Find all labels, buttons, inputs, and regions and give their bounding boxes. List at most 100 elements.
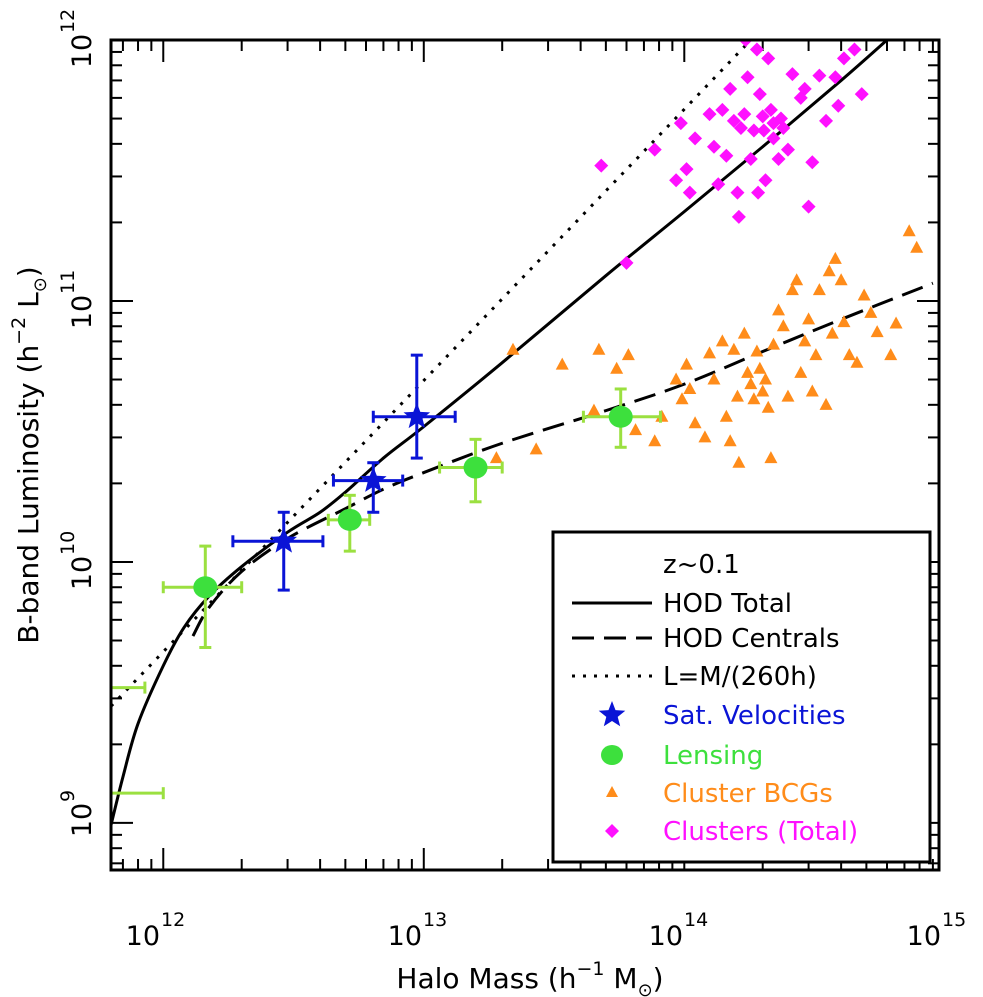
bcg-point bbox=[864, 305, 878, 318]
cluster-point bbox=[711, 177, 726, 192]
legend-swatch-star bbox=[598, 701, 626, 727]
bcg-point bbox=[489, 451, 503, 464]
cluster-point bbox=[733, 121, 748, 136]
cluster-point bbox=[746, 123, 761, 138]
bcg-point bbox=[809, 348, 823, 361]
x-tick-exp: 13 bbox=[423, 909, 447, 931]
bcg-point bbox=[610, 361, 624, 374]
bcg-point bbox=[592, 342, 606, 355]
bcg-point bbox=[761, 400, 775, 413]
cluster-point bbox=[766, 131, 781, 146]
cluster-point bbox=[797, 81, 812, 96]
bcg-point bbox=[766, 337, 780, 350]
bcg-point bbox=[819, 397, 833, 410]
lensing-point bbox=[463, 456, 488, 479]
cluster-point bbox=[688, 131, 703, 146]
bcg-point bbox=[785, 283, 799, 296]
sat-velocity-point bbox=[360, 466, 387, 492]
legend-label: L=M/(260h) bbox=[663, 662, 817, 692]
bcg-point bbox=[747, 392, 761, 405]
x-tick-exp: 12 bbox=[161, 909, 185, 931]
x-tick-label: 10 bbox=[388, 921, 422, 952]
cluster-point bbox=[715, 102, 730, 117]
legend-star-shape bbox=[598, 701, 626, 727]
bcg-point bbox=[680, 357, 694, 370]
series-line-solid bbox=[111, 40, 889, 826]
legend-swatch-circle bbox=[601, 745, 623, 765]
bcg-point bbox=[772, 303, 786, 316]
legend-title: z~0.1 bbox=[663, 550, 740, 580]
cluster-point bbox=[758, 173, 773, 188]
lensing-point bbox=[337, 508, 362, 531]
cluster-point bbox=[785, 67, 800, 82]
bcg-point bbox=[834, 273, 848, 286]
cluster-point bbox=[751, 185, 766, 200]
y-tick-exp: 11 bbox=[57, 270, 79, 294]
y-tick-label: 10 bbox=[67, 295, 98, 329]
lensing-points bbox=[111, 387, 662, 800]
legend-box bbox=[551, 530, 932, 864]
bcg-point bbox=[756, 384, 770, 397]
cluster-point bbox=[780, 142, 795, 157]
y-tick-labels: 10 9 10 10 10 11 10 12 bbox=[57, 9, 98, 837]
bcg-point bbox=[741, 365, 755, 378]
sat-velocity-point bbox=[403, 402, 431, 429]
x-tick-label: 10 bbox=[649, 921, 683, 952]
cluster-point bbox=[847, 42, 862, 57]
cluster-point bbox=[776, 121, 791, 136]
bcg-point bbox=[715, 334, 729, 347]
cluster-point bbox=[828, 70, 843, 85]
cluster-point bbox=[619, 255, 634, 270]
bcg-point bbox=[698, 430, 712, 443]
legend-label: Cluster BCGs bbox=[663, 779, 833, 809]
cluster-point bbox=[726, 113, 741, 128]
cluster-point bbox=[669, 173, 684, 188]
cluster-point bbox=[737, 107, 752, 122]
plot-frame bbox=[109, 38, 941, 872]
legend-label: Lensing bbox=[663, 741, 763, 771]
cluster-point bbox=[805, 155, 820, 170]
legend-swatch-diamond bbox=[605, 824, 619, 838]
bcg-point bbox=[750, 344, 764, 357]
bcg-point bbox=[753, 361, 767, 374]
legend-label: Sat. Velocities bbox=[663, 701, 846, 731]
bcg-point bbox=[759, 372, 773, 385]
cluster-point bbox=[831, 98, 846, 113]
bcg-point bbox=[828, 251, 842, 264]
cluster-point bbox=[749, 42, 764, 57]
y-tick-label: 10 bbox=[67, 34, 98, 68]
legend-swatch-triangle bbox=[606, 786, 618, 797]
bcg-point bbox=[737, 326, 751, 339]
bcg-point bbox=[798, 334, 812, 347]
cluster-point bbox=[752, 87, 767, 102]
cluster-point bbox=[740, 70, 755, 85]
bcg-points bbox=[489, 224, 924, 468]
bcg-point bbox=[850, 355, 864, 368]
cluster-point bbox=[801, 199, 816, 214]
lensing-point bbox=[193, 576, 218, 599]
bcg-point bbox=[781, 389, 795, 402]
legend-label: HOD Total bbox=[663, 589, 792, 619]
cluster-point bbox=[743, 151, 758, 166]
x-tick-labels: 10 12 10 13 10 14 10 15 bbox=[126, 909, 967, 952]
cluster-point bbox=[682, 185, 697, 200]
bcg-point bbox=[506, 342, 520, 355]
cluster-point bbox=[679, 162, 694, 177]
legend-label: Clusters (Total) bbox=[663, 817, 858, 847]
bcg-point bbox=[730, 389, 744, 402]
bcg-point bbox=[707, 372, 721, 385]
cluster-point bbox=[761, 51, 776, 66]
y-tick-exp: 9 bbox=[57, 790, 79, 802]
y-axis-label: B-band Luminosity (h−2 L⊙) bbox=[8, 266, 51, 643]
legend-label: HOD Centrals bbox=[663, 624, 840, 654]
cluster-point bbox=[731, 209, 746, 224]
cluster-point bbox=[836, 51, 851, 66]
bcg-point bbox=[683, 381, 697, 394]
cluster-point bbox=[766, 116, 781, 131]
bcg-point bbox=[842, 348, 856, 361]
cluster-point bbox=[702, 107, 717, 122]
cluster-point bbox=[706, 139, 721, 154]
bcg-point bbox=[794, 365, 808, 378]
y-tick-label: 10 bbox=[67, 556, 98, 590]
